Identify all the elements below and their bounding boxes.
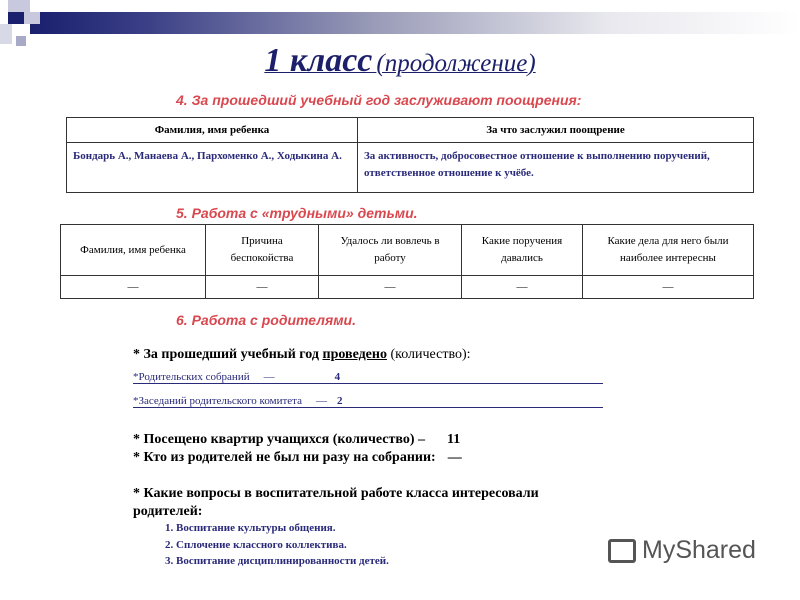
logo-icon: [608, 539, 636, 564]
questions-label: * Какие вопросы в воспитательной работе …: [133, 486, 539, 519]
committee-label: *Заседаний родительского комитета: [133, 395, 302, 407]
absent-line: * Кто из родителей не был ни разу на соб…: [133, 450, 462, 466]
cell: —: [582, 275, 754, 299]
held-word: проведено: [322, 347, 387, 362]
page-title: 1 класс (продолжение): [0, 42, 800, 80]
cell: —: [205, 275, 319, 299]
col-header: Удалось ли вовлечь в работу: [318, 224, 462, 276]
table-row: Бондарь А., Манаева А., Пархоменко А., Х…: [66, 142, 754, 193]
list-item: 2. Сплочение классного коллектива.: [165, 539, 347, 551]
watermark-logo: MyShared: [608, 536, 756, 565]
meetings-label: *Родительских собраний: [133, 371, 250, 383]
rewards-table: Фамилия, имя ребенка За что заслужил поощ…: [66, 117, 754, 193]
title-main: 1 класс: [264, 42, 373, 79]
visits-value: 11: [447, 432, 461, 447]
held-prefix: * За прошедший учебный год: [133, 347, 323, 362]
title-sub: (продолжение): [376, 50, 536, 77]
cell: —: [318, 275, 462, 299]
list-item: 1. Воспитание культуры общения.: [165, 522, 336, 534]
meetings-dash: —: [263, 371, 275, 383]
difficult-children-table: Фамилия, имя ребенка Причина беспокойств…: [60, 224, 754, 299]
meetings-line: *Родительских собраний — 4: [133, 371, 603, 384]
col-header: Фамилия, имя ребенка: [60, 224, 206, 276]
section5-heading: 5. Работа с «трудными» детьми.: [176, 205, 418, 221]
cell: —: [60, 275, 206, 299]
col-header: За что заслужил поощрение: [357, 117, 754, 143]
held-line: * За прошедший учебный год проведено (ко…: [133, 347, 471, 363]
section4-heading: 4. За прошедший учебный год заслуживают …: [176, 92, 582, 108]
held-suffix: (количество):: [386, 347, 471, 362]
watermark-text: MyShared: [642, 536, 756, 564]
col-header: Причина беспокойства: [205, 224, 319, 276]
meetings-value: 4: [334, 371, 341, 383]
visits-line: * Посещено квартир учащихся (количество)…: [133, 432, 460, 448]
absent-label: * Кто из родителей не был ни разу на соб…: [133, 450, 436, 465]
committee-value: 2: [337, 395, 343, 407]
col-header: Какие поручения давались: [461, 224, 583, 276]
committee-dash: —: [316, 395, 327, 407]
absent-value: —: [447, 450, 462, 465]
cell-names: Бондарь А., Манаева А., Пархоменко А., Х…: [66, 142, 358, 193]
table-row: — — — — —: [60, 275, 754, 299]
cell-reason: За активность, добросовестное отношение …: [357, 142, 754, 193]
committee-line: *Заседаний родительского комитета — 2: [133, 395, 603, 408]
list-item: 3. Воспитание дисциплинированности детей…: [165, 555, 389, 567]
col-header: Какие дела для него были наиболее интере…: [582, 224, 754, 276]
section6-heading: 6. Работа с родителями.: [176, 312, 356, 328]
col-header: Фамилия, имя ребенка: [66, 117, 358, 143]
cell: —: [461, 275, 583, 299]
header-gradient-bar: [30, 12, 800, 34]
visits-label: * Посещено квартир учащихся (количество)…: [133, 432, 425, 447]
